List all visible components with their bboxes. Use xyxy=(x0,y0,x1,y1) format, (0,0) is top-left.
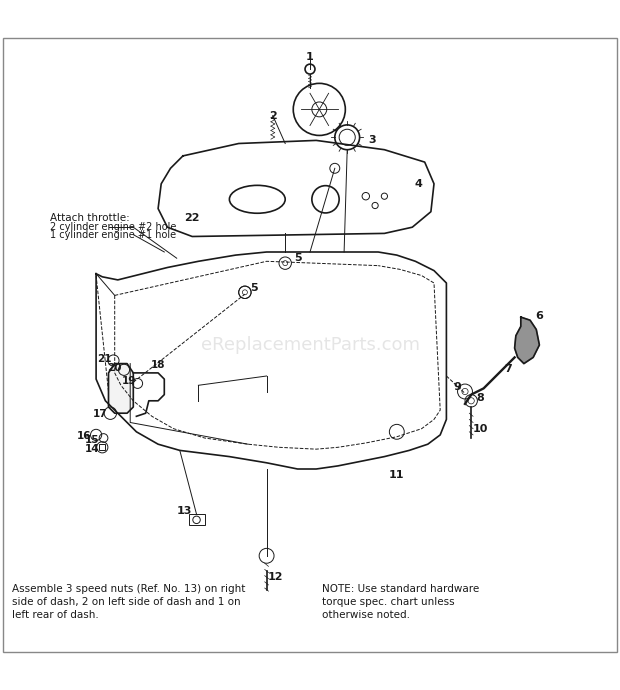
Text: Attach throttle:: Attach throttle: xyxy=(50,213,130,223)
Text: 6: 6 xyxy=(536,311,543,321)
Text: 9: 9 xyxy=(454,382,461,392)
Text: 5: 5 xyxy=(250,283,258,293)
Bar xyxy=(99,444,105,451)
Polygon shape xyxy=(515,317,539,364)
Text: NOTE: Use standard hardware
torque spec. chart unless
otherwise noted.: NOTE: Use standard hardware torque spec.… xyxy=(322,584,480,620)
Text: eReplacementParts.com: eReplacementParts.com xyxy=(200,336,420,354)
Text: 8: 8 xyxy=(477,393,484,403)
Text: 17: 17 xyxy=(93,409,108,420)
Text: Assemble 3 speed nuts (Ref. No. 13) on right
side of dash, 2 on left side of das: Assemble 3 speed nuts (Ref. No. 13) on r… xyxy=(12,584,246,620)
Text: 22: 22 xyxy=(185,213,200,223)
Text: 1: 1 xyxy=(306,52,314,61)
Text: 4: 4 xyxy=(415,179,422,189)
Bar xyxy=(189,514,205,525)
Text: 2: 2 xyxy=(269,110,277,121)
Text: 15: 15 xyxy=(84,435,99,445)
Text: 1 cylinder engine #1 hole: 1 cylinder engine #1 hole xyxy=(50,230,175,239)
Text: 12: 12 xyxy=(268,573,283,582)
Text: 3: 3 xyxy=(368,135,376,146)
Text: 18: 18 xyxy=(151,360,166,370)
Text: 7: 7 xyxy=(505,364,512,373)
Polygon shape xyxy=(108,364,133,413)
Text: 19: 19 xyxy=(122,376,136,386)
Text: 14: 14 xyxy=(84,444,99,454)
Text: 13: 13 xyxy=(177,506,192,515)
Text: 16: 16 xyxy=(76,431,91,441)
Text: 11: 11 xyxy=(389,470,404,480)
Text: 20: 20 xyxy=(107,363,122,373)
Text: 5: 5 xyxy=(294,253,301,263)
Text: 10: 10 xyxy=(473,424,488,434)
Text: 21: 21 xyxy=(97,354,112,364)
Text: 2 cylinder engine #2 hole: 2 cylinder engine #2 hole xyxy=(50,222,176,233)
